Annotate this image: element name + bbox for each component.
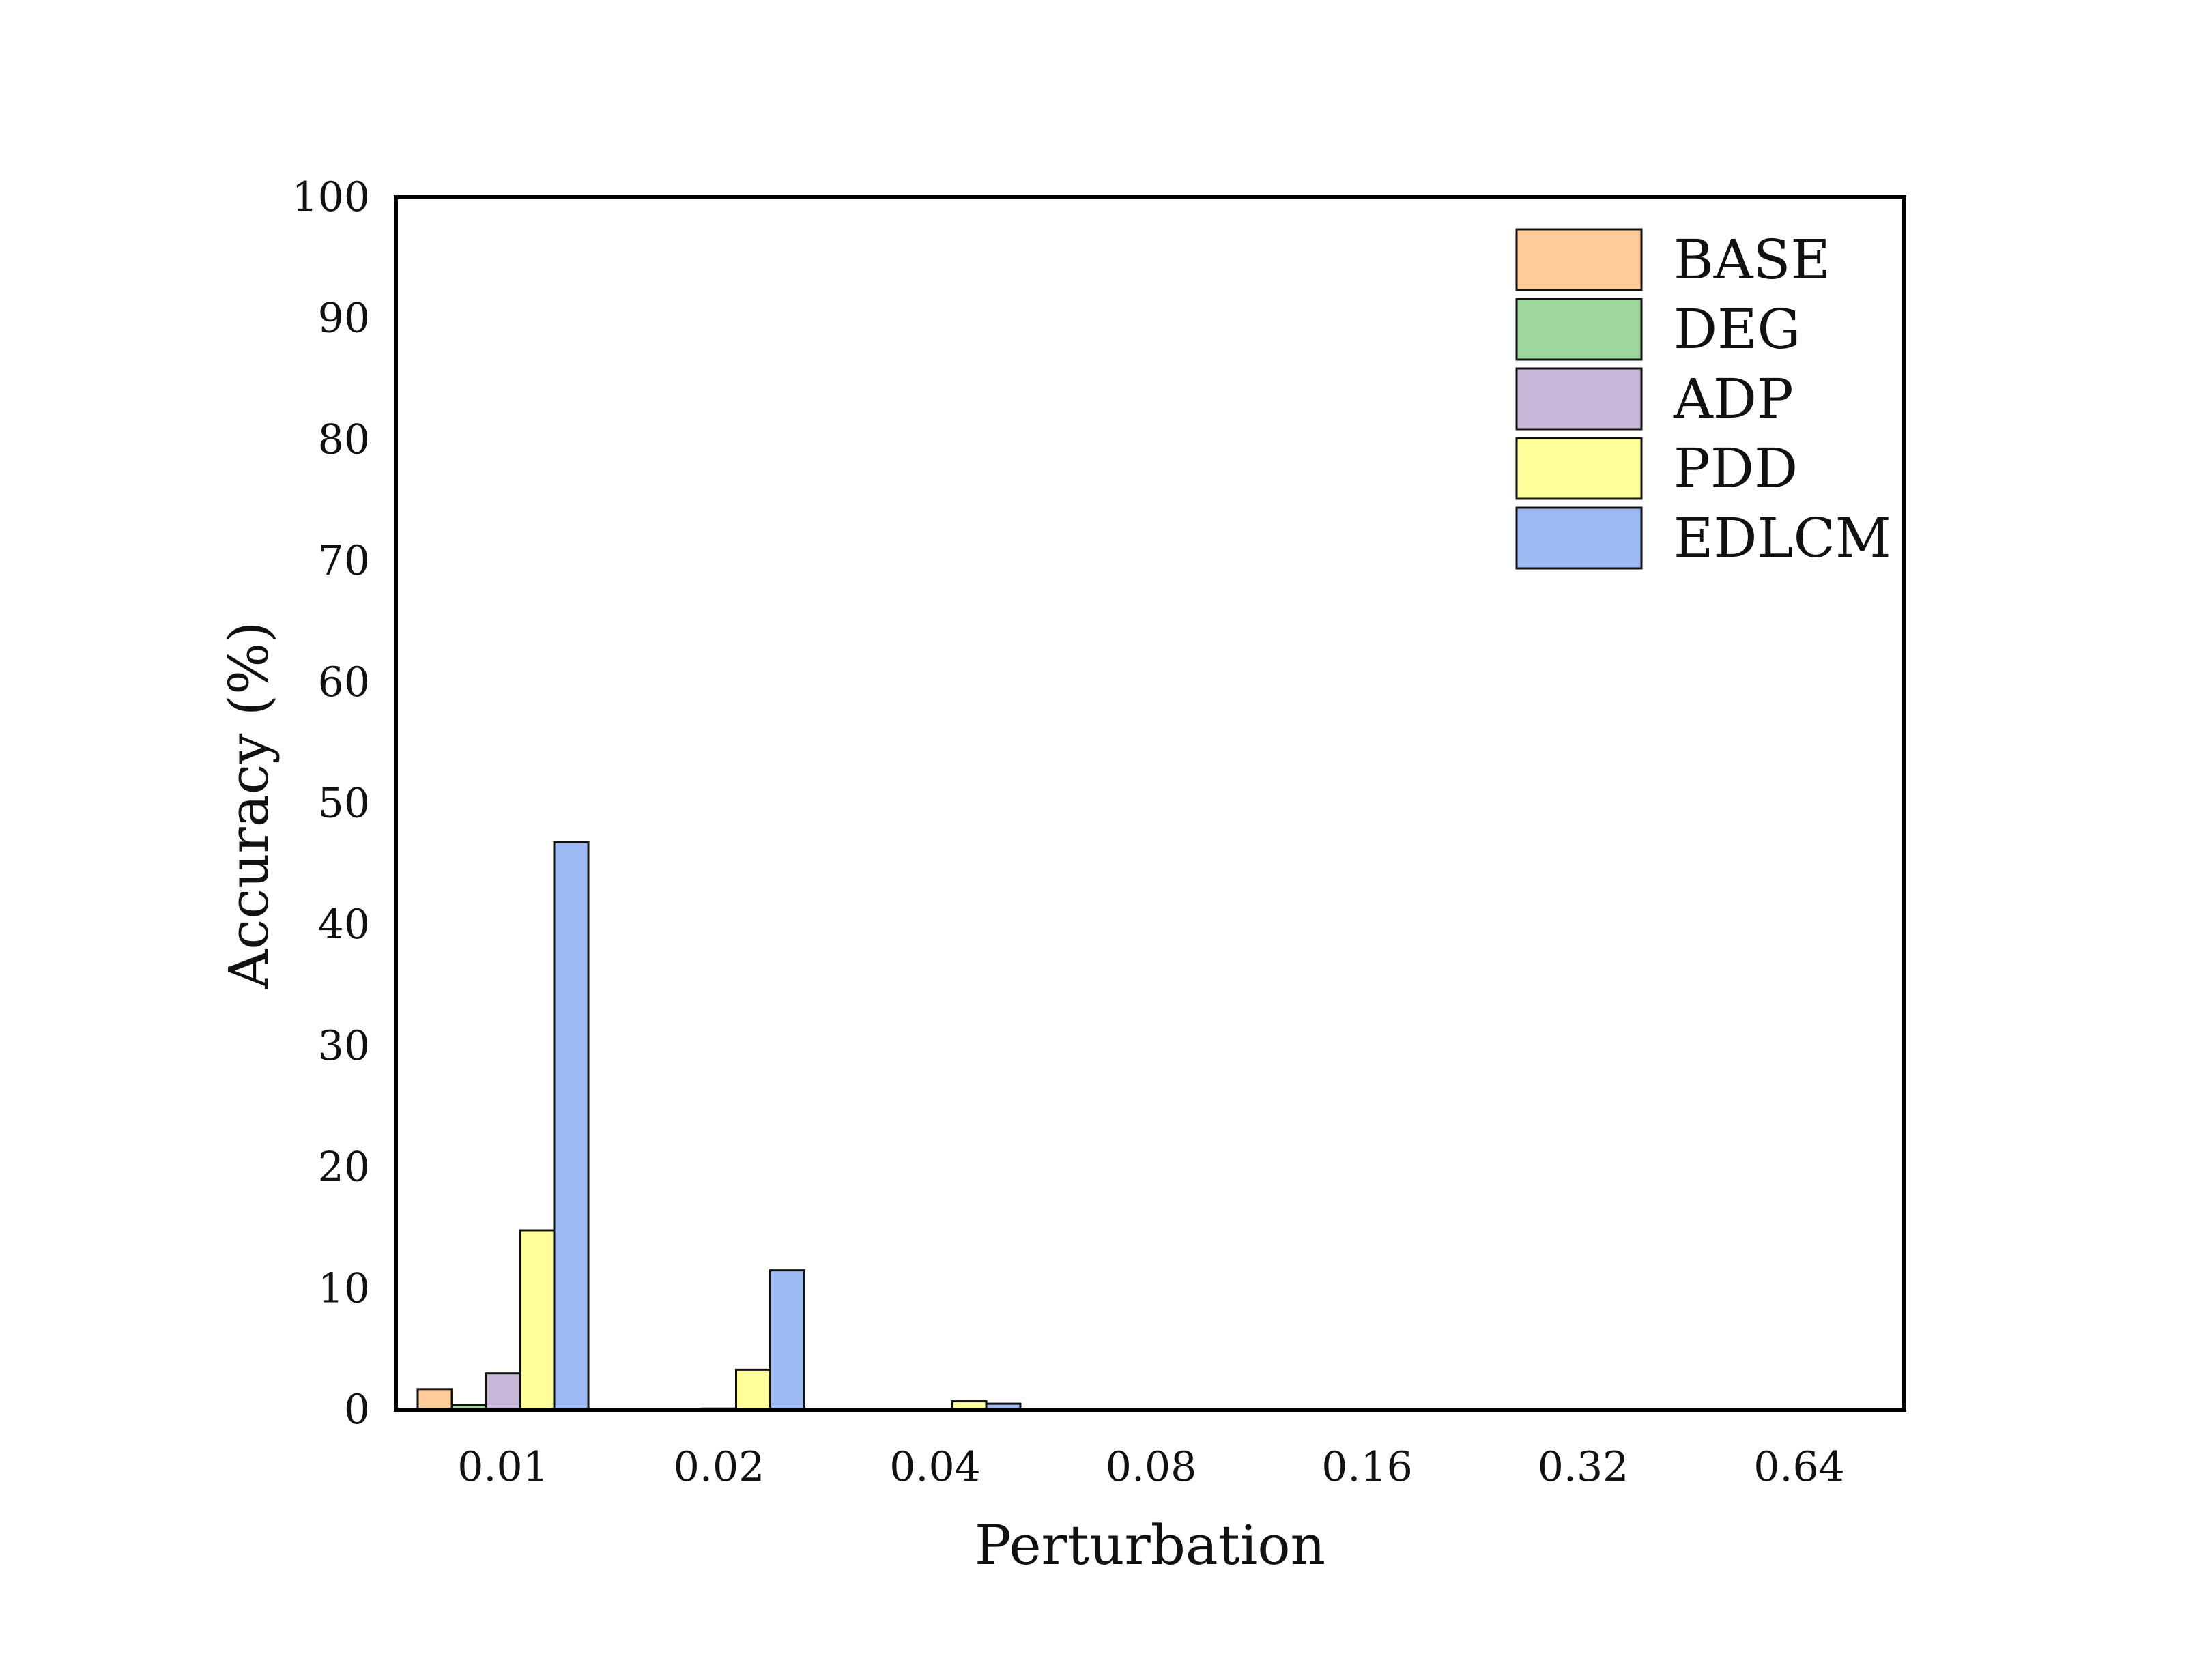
x-tick-label: 0.08	[1106, 1443, 1197, 1491]
y-axis: 0 10 20 30 40 50 60 70 80 90 100	[291, 173, 370, 1434]
bar-edlcm-0.01	[553, 841, 590, 1411]
y-tick-label: 90	[318, 295, 370, 343]
y-tick-label: 0	[344, 1386, 370, 1434]
legend-swatch-adp	[1515, 367, 1643, 431]
x-axis: 0.01 0.02 0.04 0.08 0.16 0.32 0.64	[457, 1443, 1845, 1491]
y-tick-label: 80	[318, 416, 370, 463]
bar-edlcm-0.02	[769, 1269, 805, 1411]
y-tick-label: 30	[318, 1022, 370, 1070]
x-tick-label: 0.01	[457, 1443, 549, 1491]
legend-label-adp: ADP	[1673, 367, 1794, 431]
x-tick-label: 0.04	[889, 1443, 981, 1491]
bar-pdd-0.02	[735, 1368, 771, 1411]
legend-swatch-base	[1515, 228, 1643, 291]
y-tick-label: 50	[318, 780, 370, 828]
x-tick-label: 0.02	[674, 1443, 765, 1491]
y-tick-label: 10	[318, 1264, 370, 1312]
y-tick-label: 20	[318, 1144, 370, 1191]
legend-label-edlcm: EDLCM	[1674, 506, 1891, 570]
legend-swatch-edlcm	[1515, 506, 1643, 570]
legend-label-deg: DEG	[1674, 298, 1801, 361]
legend-swatch-pdd	[1515, 437, 1643, 500]
bars-layer	[416, 841, 1022, 1411]
legend-swatch-deg	[1515, 298, 1643, 361]
bar-pdd-0.01	[519, 1229, 556, 1411]
y-tick-label: 60	[318, 658, 370, 706]
x-axis-title: Perturbation	[975, 1514, 1325, 1577]
y-tick-label: 100	[291, 173, 370, 221]
y-tick-label: 40	[318, 901, 370, 948]
bar-base-0.01	[416, 1388, 453, 1411]
plot-frame	[394, 195, 1906, 1412]
x-tick-label: 0.32	[1538, 1443, 1629, 1491]
legend-label-base: BASE	[1674, 228, 1831, 291]
y-axis-title: Accuracy (%)	[217, 622, 281, 990]
y-tick-label: 70	[318, 537, 370, 585]
x-tick-label: 0.64	[1753, 1443, 1845, 1491]
x-tick-label: 0.16	[1321, 1443, 1413, 1491]
bar-adp-0.01	[485, 1372, 521, 1411]
legend-label-pdd: PDD	[1674, 437, 1798, 500]
